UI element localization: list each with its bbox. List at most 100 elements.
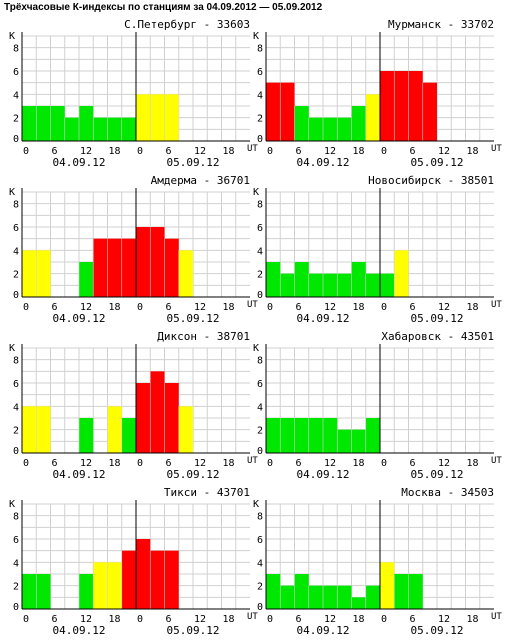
x-tick-label: 0: [137, 614, 143, 625]
y-tick-label: 0: [13, 134, 19, 145]
x-tick-label: 6: [296, 458, 302, 469]
x-tick-label: 12: [80, 614, 92, 625]
x-unit-label: UT: [491, 612, 502, 622]
y-axis-letter: К: [9, 31, 15, 42]
x-tick-label: 12: [80, 302, 92, 313]
bar: [22, 574, 37, 609]
y-tick-label: 0: [13, 602, 19, 613]
bar: [150, 227, 165, 297]
date-label: 05.09.12: [167, 468, 220, 481]
x-tick-label: 6: [166, 458, 172, 469]
y-tick-label: 6: [13, 223, 19, 234]
date-label: 05.09.12: [411, 312, 464, 325]
bar: [365, 273, 380, 297]
y-tick-label: 0: [257, 602, 263, 613]
bar: [294, 418, 309, 453]
x-tick-label: 12: [80, 458, 92, 469]
y-tick-label: 0: [257, 134, 263, 145]
bar: [308, 273, 323, 297]
x-tick-label: 6: [410, 614, 416, 625]
date-label: 04.09.12: [297, 312, 350, 325]
y-tick-label: 2: [257, 582, 263, 593]
date-label: 04.09.12: [53, 156, 106, 169]
x-unit-label: UT: [247, 612, 258, 622]
x-tick-label: 0: [137, 146, 143, 157]
bar: [79, 106, 94, 141]
y-tick-label: 4: [13, 90, 19, 101]
bar: [164, 94, 179, 141]
bar: [337, 117, 352, 141]
x-tick-label: 0: [267, 458, 273, 469]
chart-title: Хабаровск - 43501: [381, 330, 494, 343]
x-unit-label: UT: [247, 300, 258, 310]
date-label: 05.09.12: [411, 468, 464, 481]
x-tick-label: 0: [267, 146, 273, 157]
x-unit-label: UT: [247, 456, 258, 466]
y-tick-label: 4: [257, 558, 263, 569]
chart-title: Мурманск - 33702: [388, 18, 494, 31]
bar: [266, 418, 281, 453]
bar: [380, 273, 395, 297]
x-tick-label: 18: [467, 614, 479, 625]
x-tick-label: 18: [467, 458, 479, 469]
bar: [121, 238, 136, 297]
bar: [351, 429, 366, 453]
bar: [408, 71, 423, 141]
y-tick-label: 4: [257, 246, 263, 257]
x-tick-label: 18: [353, 458, 365, 469]
bar: [150, 550, 165, 609]
bar: [351, 106, 366, 141]
x-tick-label: 12: [80, 146, 92, 157]
chart-title: Тикси - 43701: [164, 486, 250, 499]
x-tick-label: 6: [166, 302, 172, 313]
y-tick-label: 4: [257, 402, 263, 413]
y-tick-label: 6: [257, 379, 263, 390]
chart-title: Москва - 34503: [401, 486, 494, 499]
x-tick-label: 18: [353, 302, 365, 313]
x-tick-label: 0: [23, 614, 29, 625]
bar: [351, 597, 366, 609]
x-tick-label: 12: [438, 302, 450, 313]
x-tick-label: 12: [324, 614, 336, 625]
bar: [36, 406, 51, 453]
date-label: 05.09.12: [167, 624, 220, 637]
bar: [136, 94, 151, 141]
x-tick-label: 18: [467, 146, 479, 157]
x-tick-label: 12: [324, 458, 336, 469]
bar: [266, 574, 281, 609]
y-tick-label: 2: [257, 426, 263, 437]
x-tick-label: 6: [296, 302, 302, 313]
x-tick-label: 18: [467, 302, 479, 313]
x-tick-label: 12: [194, 614, 206, 625]
x-tick-label: 12: [324, 302, 336, 313]
x-tick-label: 0: [137, 458, 143, 469]
x-unit-label: UT: [491, 300, 502, 310]
x-tick-label: 0: [137, 302, 143, 313]
bar: [136, 227, 151, 297]
bar: [380, 71, 395, 141]
y-axis-letter: К: [253, 31, 259, 42]
bar: [394, 71, 409, 141]
y-tick-label: 8: [257, 200, 263, 211]
chart-title: Диксон - 38701: [157, 330, 250, 343]
bar: [266, 82, 281, 141]
bar: [136, 539, 151, 609]
x-tick-label: 6: [166, 614, 172, 625]
bar: [280, 418, 295, 453]
x-tick-label: 18: [223, 614, 235, 625]
x-tick-label: 6: [52, 614, 58, 625]
bar: [150, 94, 165, 141]
date-label: 04.09.12: [53, 312, 106, 325]
x-tick-label: 18: [109, 302, 121, 313]
x-tick-label: 6: [166, 146, 172, 157]
bar: [150, 371, 165, 453]
bar: [178, 406, 193, 453]
bar: [365, 585, 380, 609]
bar: [394, 250, 409, 297]
y-tick-label: 2: [257, 114, 263, 125]
bar: [280, 273, 295, 297]
bar: [308, 117, 323, 141]
